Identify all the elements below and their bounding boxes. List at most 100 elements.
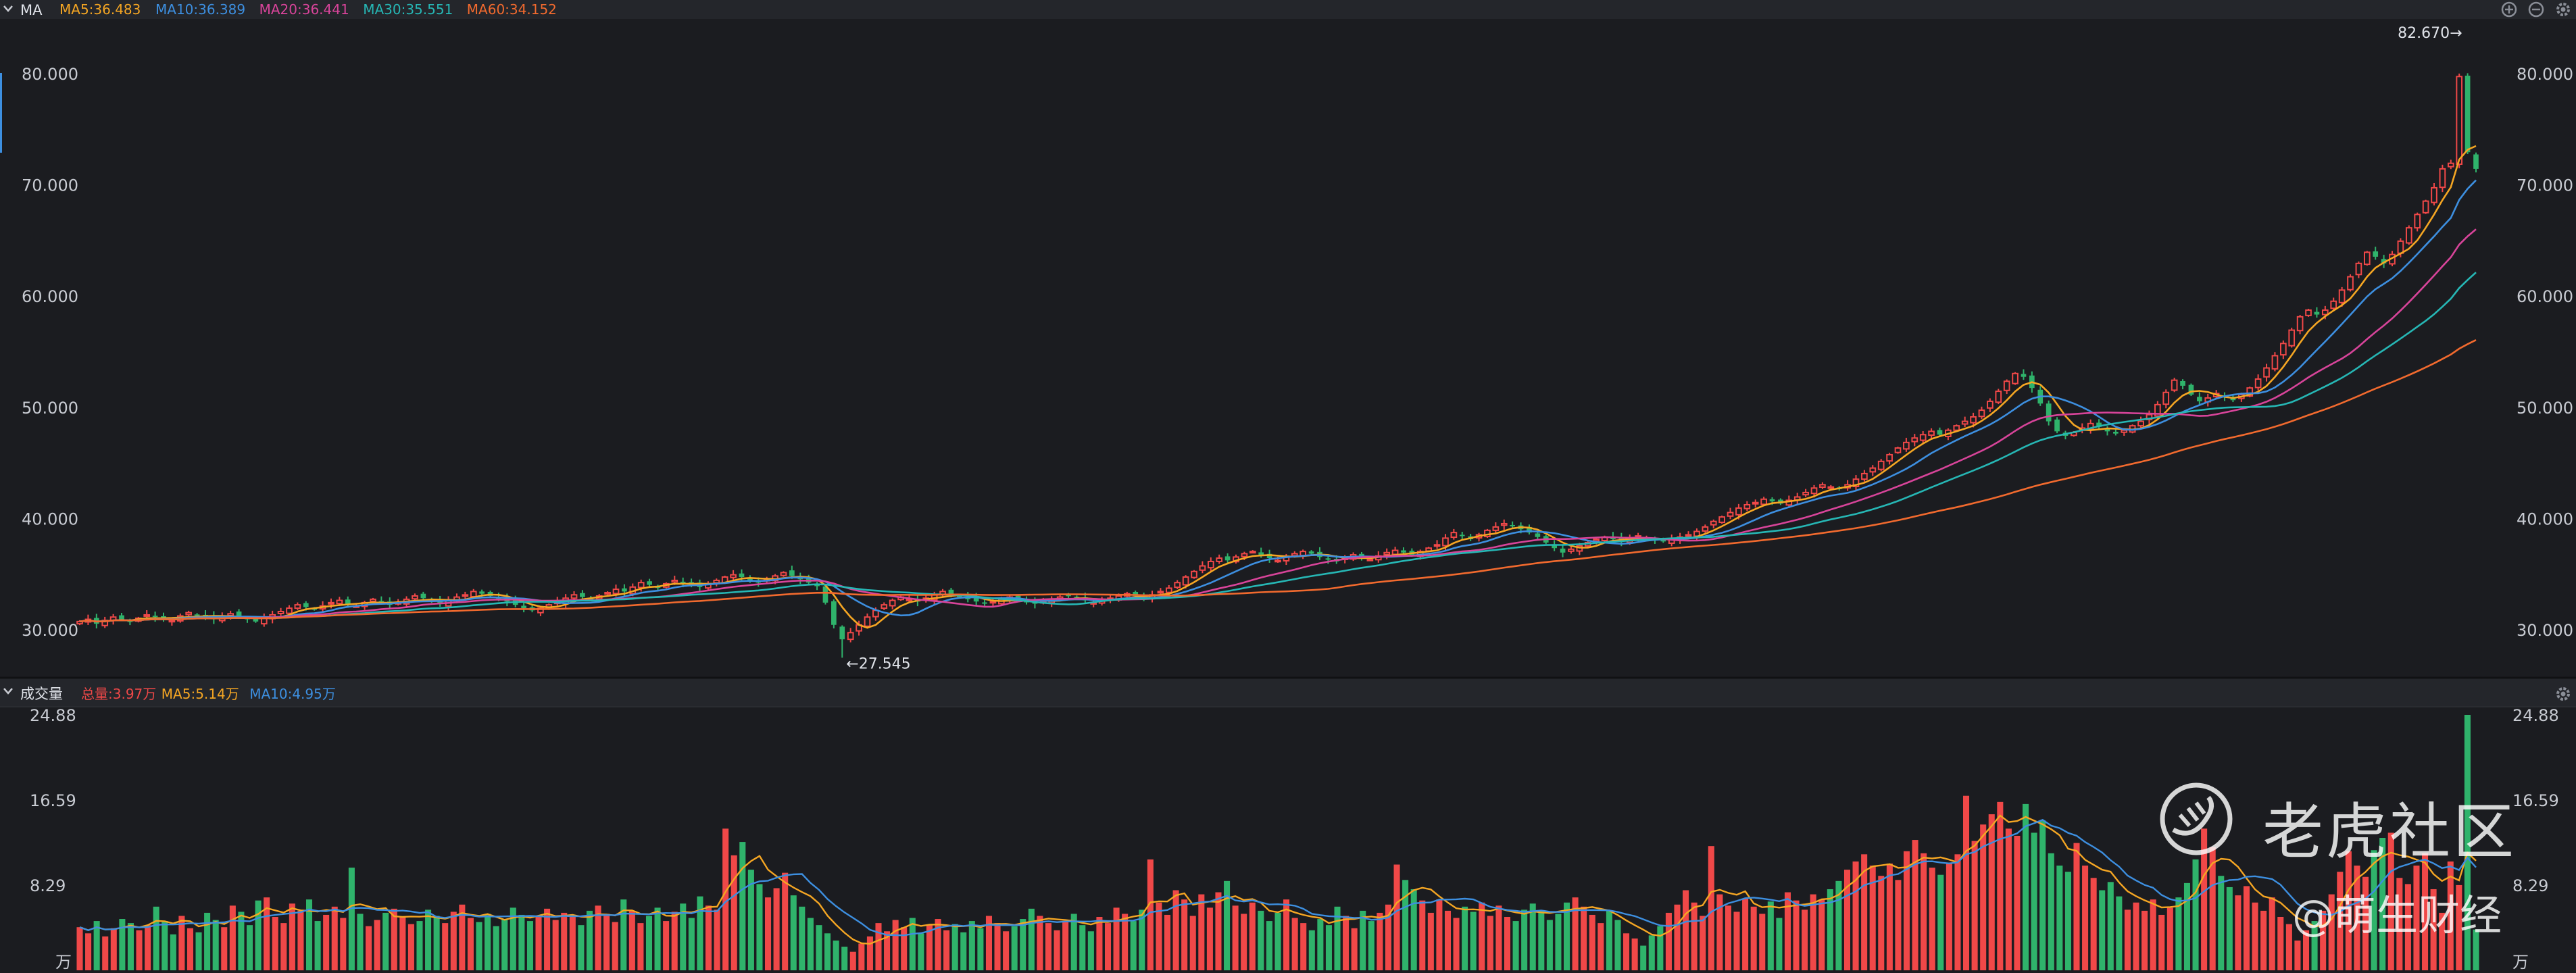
volume-bar	[2183, 882, 2190, 970]
candle-body	[889, 599, 896, 607]
volume-bar	[314, 921, 321, 970]
volume-bar	[1572, 897, 1579, 970]
volume-bar	[918, 933, 924, 970]
volume-bar	[1614, 920, 1621, 970]
volume-bar	[2396, 878, 2403, 970]
volume-bar	[960, 932, 967, 970]
volume-bar	[1937, 874, 1944, 970]
candle-body	[1919, 434, 1927, 441]
volume-bar	[1903, 851, 1910, 970]
volume-unit-label: 万	[55, 953, 72, 972]
candle-body	[2162, 391, 2170, 405]
candle-body	[253, 618, 259, 622]
candle-body	[2422, 200, 2429, 214]
candle-body	[730, 574, 737, 578]
candle-body	[1978, 409, 1985, 418]
candle-body	[143, 614, 151, 617]
volume-bar	[1878, 876, 1885, 970]
volume-bar	[2277, 916, 2284, 970]
volume-bar	[714, 909, 720, 970]
volume-bar	[799, 906, 806, 970]
volume-bar	[510, 907, 516, 970]
zoom-in-icon[interactable]	[2501, 1, 2517, 18]
volume-bar	[1164, 914, 1171, 970]
volume-bar	[1529, 903, 1536, 970]
candle-body	[1174, 582, 1181, 589]
candle-body	[1492, 526, 1500, 531]
volume-bar	[2150, 899, 2156, 970]
volume-panel-toggle[interactable]: 成交量	[3, 686, 63, 702]
candle-body	[378, 601, 385, 603]
volume-bar	[2073, 843, 2080, 970]
volume-bar	[1172, 890, 1179, 970]
candle-body	[680, 581, 686, 583]
candle-body	[370, 598, 376, 602]
volume-bar	[1393, 864, 1400, 970]
volume-bar	[501, 919, 508, 970]
volume-bar	[2099, 890, 2106, 970]
volume-bar	[476, 922, 482, 970]
candle-body	[881, 604, 888, 609]
volume-bar	[391, 908, 397, 970]
volume-bar	[1700, 916, 1706, 970]
volume-bar	[1462, 906, 1468, 970]
candle-body	[2137, 420, 2144, 427]
volume-bar	[2133, 902, 2139, 970]
candle-body	[328, 601, 335, 605]
legend-item: MA5:36.483	[59, 1, 141, 18]
volume-bar	[773, 888, 780, 970]
volume-bar	[2039, 820, 2046, 970]
price-tick-label-right: 40.000	[2517, 509, 2573, 528]
candle-body	[1810, 487, 1818, 495]
volume-tick-label: 16.59	[30, 791, 76, 810]
candle-body	[1961, 420, 1968, 425]
candle-body	[1560, 548, 1566, 553]
candle-body	[1258, 552, 1264, 555]
volume-bar	[628, 910, 635, 970]
candle-body	[2246, 387, 2254, 397]
left-edge-marker	[0, 73, 2, 153]
volume-bar	[187, 928, 193, 970]
volume-bar	[2311, 921, 2318, 970]
volume-bar	[1045, 923, 1052, 970]
volume-bar	[1521, 909, 1528, 970]
volume-bar	[459, 904, 466, 970]
candle-body	[1911, 437, 1918, 443]
settings-icon[interactable]	[2556, 3, 2570, 16]
volume-bar	[1827, 889, 1833, 970]
volume-bar	[841, 947, 848, 970]
zoom-out-icon[interactable]	[2528, 1, 2544, 18]
volume-bar	[901, 927, 908, 970]
volume-bar	[866, 936, 873, 970]
volume-bar	[1946, 862, 1952, 970]
price-tick-label-right: 60.000	[2517, 287, 2573, 306]
volume-bar	[178, 916, 185, 970]
candle-body	[2314, 311, 2320, 315]
price-panel-toggle[interactable]: MA	[3, 2, 43, 18]
candle-body	[2405, 227, 2412, 244]
candle-body	[647, 581, 652, 585]
candle-body	[2054, 419, 2060, 432]
candle-body	[294, 604, 301, 609]
volume-bar	[1708, 846, 1714, 970]
volume-bar	[2235, 895, 2241, 970]
candle-body	[1702, 526, 1709, 532]
volume-bar	[2337, 872, 2344, 970]
volume-bar	[1419, 900, 1426, 970]
candle-body	[948, 589, 954, 594]
candle-body	[2279, 343, 2287, 356]
settings-icon[interactable]	[2556, 687, 2570, 701]
high-price-label: 82.670→	[2398, 25, 2462, 42]
candle-body	[1760, 498, 1767, 505]
candle-body	[2197, 397, 2202, 401]
volume-axis-left: 24.88 16.59 8.29	[30, 706, 76, 895]
candle-body	[1401, 550, 1406, 553]
volume-bar	[305, 899, 313, 970]
volume-bar	[1274, 912, 1281, 970]
volume-bar	[1742, 898, 1749, 970]
volume-bar	[340, 918, 347, 970]
moving-average-lines	[79, 145, 2477, 629]
volume-bar	[747, 870, 754, 970]
candle-body	[1718, 516, 1725, 524]
